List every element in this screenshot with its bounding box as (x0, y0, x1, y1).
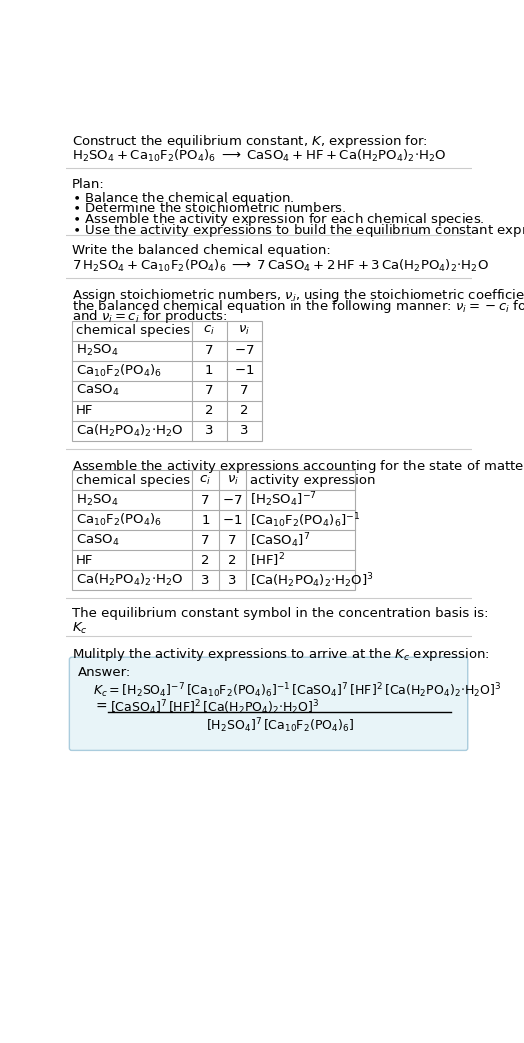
Text: $-1$: $-1$ (222, 513, 243, 527)
Text: chemical species: chemical species (75, 324, 190, 337)
Text: $-7$: $-7$ (234, 344, 254, 358)
Text: HF: HF (75, 405, 93, 417)
Text: $\mathrm{Ca(H_2PO_4)_2{\cdot}H_2O}$: $\mathrm{Ca(H_2PO_4)_2{\cdot}H_2O}$ (75, 422, 183, 439)
Text: $\mathrm{H_2SO_4 + Ca_{10}F_2(PO_4)_6 \;\longrightarrow\; CaSO_4 + HF + Ca(H_2PO: $\mathrm{H_2SO_4 + Ca_{10}F_2(PO_4)_6 \;… (72, 148, 446, 165)
Text: $\bullet$ Use the activity expressions to build the equilibrium constant express: $\bullet$ Use the activity expressions t… (72, 222, 524, 239)
Text: $[\mathrm{Ca_{10}F_2(PO_4)_6}]^{-1}$: $[\mathrm{Ca_{10}F_2(PO_4)_6}]^{-1}$ (250, 511, 361, 530)
Text: $\mathrm{Ca(H_2PO_4)_2{\cdot}H_2O}$: $\mathrm{Ca(H_2PO_4)_2{\cdot}H_2O}$ (75, 573, 183, 588)
Text: $[\mathrm{H_2SO_4}]^{-7}$: $[\mathrm{H_2SO_4}]^{-7}$ (250, 491, 317, 509)
Text: 2: 2 (240, 405, 248, 417)
Text: Assemble the activity expressions accounting for the state of matter and $\nu_i$: Assemble the activity expressions accoun… (72, 458, 524, 475)
Text: $c_i$: $c_i$ (200, 474, 211, 487)
Text: 2: 2 (201, 554, 210, 566)
Text: $K_c = [\mathrm{H_2SO_4}]^{-7}\,[\mathrm{Ca_{10}F_2(PO_4)_6}]^{-1}\,[\mathrm{CaS: $K_c = [\mathrm{H_2SO_4}]^{-7}\,[\mathrm… (93, 681, 501, 700)
Text: Mulitply the activity expressions to arrive at the $K_c$ expression:: Mulitply the activity expressions to arr… (72, 646, 489, 662)
Text: 2: 2 (228, 554, 237, 566)
Text: $\bullet$ Determine the stoichiometric numbers.: $\bullet$ Determine the stoichiometric n… (72, 200, 346, 215)
Text: The equilibrium constant symbol in the concentration basis is:: The equilibrium constant symbol in the c… (72, 607, 488, 621)
Text: $\bullet$ Assemble the activity expression for each chemical species.: $\bullet$ Assemble the activity expressi… (72, 212, 484, 228)
Text: 3: 3 (205, 425, 213, 437)
FancyBboxPatch shape (69, 657, 468, 750)
Text: $-1$: $-1$ (234, 364, 254, 378)
Text: $K_c$: $K_c$ (72, 621, 88, 636)
Text: 7: 7 (205, 344, 213, 358)
Text: $c_i$: $c_i$ (203, 324, 215, 337)
Text: $[\mathrm{CaSO_4}]^7\,[\mathrm{HF}]^2\,[\mathrm{Ca(H_2PO_4)_2{\cdot}H_2O}]^3$: $[\mathrm{CaSO_4}]^7\,[\mathrm{HF}]^2\,[… (111, 698, 320, 717)
Text: $\nu_i$: $\nu_i$ (238, 324, 250, 337)
Text: 3: 3 (240, 425, 248, 437)
Text: $[\mathrm{H_2SO_4}]^7\,[\mathrm{Ca_{10}F_2(PO_4)_6}]$: $[\mathrm{H_2SO_4}]^7\,[\mathrm{Ca_{10}F… (206, 717, 354, 735)
Text: 7: 7 (228, 534, 237, 547)
Text: $[\mathrm{CaSO_4}]^7$: $[\mathrm{CaSO_4}]^7$ (250, 531, 310, 550)
Text: Construct the equilibrium constant, $K$, expression for:: Construct the equilibrium constant, $K$,… (72, 132, 428, 150)
Text: 2: 2 (205, 405, 213, 417)
Text: $[\mathrm{HF}]^2$: $[\mathrm{HF}]^2$ (250, 552, 285, 569)
Text: Assign stoichiometric numbers, $\nu_i$, using the stoichiometric coefficients, $: Assign stoichiometric numbers, $\nu_i$, … (72, 287, 524, 304)
Text: HF: HF (75, 554, 93, 566)
Text: 7: 7 (201, 493, 210, 507)
Text: 1: 1 (201, 513, 210, 527)
Text: and $\nu_i = c_i$ for products:: and $\nu_i = c_i$ for products: (72, 309, 227, 325)
Text: 7: 7 (205, 384, 213, 397)
Text: $-7$: $-7$ (222, 493, 243, 507)
Text: 7: 7 (240, 384, 248, 397)
Bar (72, 321, 261, 441)
Text: $\mathrm{Ca_{10}F_2(PO_4)_6}$: $\mathrm{Ca_{10}F_2(PO_4)_6}$ (75, 363, 162, 379)
Text: Answer:: Answer: (78, 665, 131, 679)
Text: 3: 3 (201, 574, 210, 587)
Text: $\mathrm{Ca_{10}F_2(PO_4)_6}$: $\mathrm{Ca_{10}F_2(PO_4)_6}$ (75, 512, 162, 528)
Text: 3: 3 (228, 574, 237, 587)
Text: $\bullet$ Balance the chemical equation.: $\bullet$ Balance the chemical equation. (72, 190, 294, 207)
Text: $\mathrm{7\,H_2SO_4 + Ca_{10}F_2(PO_4)_6 \;\longrightarrow\; 7\,CaSO_4 + 2\,HF +: $\mathrm{7\,H_2SO_4 + Ca_{10}F_2(PO_4)_6… (72, 258, 488, 273)
Text: chemical species: chemical species (75, 474, 190, 487)
Text: $\mathrm{H_2SO_4}$: $\mathrm{H_2SO_4}$ (75, 343, 118, 359)
Text: 1: 1 (205, 364, 213, 378)
Text: 7: 7 (201, 534, 210, 547)
Text: $\mathrm{CaSO_4}$: $\mathrm{CaSO_4}$ (75, 533, 119, 548)
Text: Write the balanced chemical equation:: Write the balanced chemical equation: (72, 244, 331, 257)
Text: $=$: $=$ (93, 698, 108, 712)
Text: $[\mathrm{Ca(H_2PO_4)_2{\cdot}H_2O}]^3$: $[\mathrm{Ca(H_2PO_4)_2{\cdot}H_2O}]^3$ (250, 571, 374, 589)
Text: activity expression: activity expression (250, 474, 376, 487)
Text: $\mathrm{H_2SO_4}$: $\mathrm{H_2SO_4}$ (75, 492, 118, 508)
Bar (72, 470, 355, 590)
Text: Plan:: Plan: (72, 177, 104, 191)
Text: $\mathrm{CaSO_4}$: $\mathrm{CaSO_4}$ (75, 383, 119, 398)
Text: $\nu_i$: $\nu_i$ (226, 474, 238, 487)
Text: the balanced chemical equation in the following manner: $\nu_i = -c_i$ for react: the balanced chemical equation in the fo… (72, 297, 524, 315)
